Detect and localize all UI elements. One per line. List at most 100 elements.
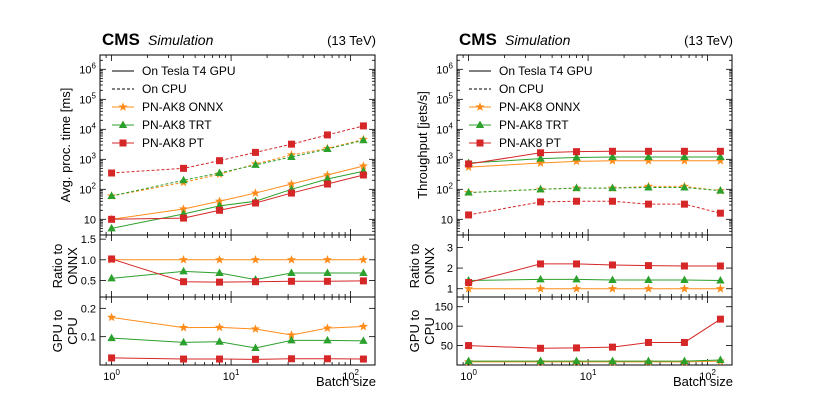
series-pn-ak8-pt <box>465 260 724 287</box>
data-point <box>680 147 688 155</box>
data-point <box>572 183 581 192</box>
y-tick-label: 106 <box>79 61 96 76</box>
data-point <box>107 191 116 199</box>
series-pn-ak8-trt-cpu <box>464 182 725 196</box>
data-point <box>535 158 546 167</box>
data-point <box>573 260 581 268</box>
data-point <box>358 255 368 264</box>
data-point <box>214 196 225 206</box>
data-point <box>179 337 188 346</box>
data-point <box>644 262 652 270</box>
data-point <box>537 260 545 268</box>
left-cms-label: CMS <box>102 30 140 49</box>
data-point <box>644 152 653 160</box>
series-pn-ak8-onnx <box>464 283 725 293</box>
data-point <box>679 283 690 293</box>
y-tick-label: 3 <box>447 242 453 254</box>
y-axis-label: Ratio toONNX <box>407 244 437 289</box>
data-point <box>715 283 725 293</box>
data-point <box>644 182 653 191</box>
data-point <box>178 322 189 332</box>
data-point <box>680 152 689 160</box>
figure-0-panel-0: 10 102 103 104 105 106 Avg. proc. time [ms] On … <box>58 54 376 236</box>
series-pn-ak8-pt <box>108 255 367 286</box>
data-point <box>108 215 116 223</box>
x-tick-label: 101 <box>223 368 240 383</box>
right-xlabel: Batch size <box>673 374 733 389</box>
data-point <box>358 321 368 331</box>
data-point <box>250 255 261 264</box>
data-point <box>359 277 367 285</box>
legend-marker <box>119 139 127 147</box>
data-point <box>216 278 224 286</box>
data-point <box>250 188 261 197</box>
left-energy-label: (13 TeV) <box>327 33 376 48</box>
data-point <box>644 338 652 346</box>
data-point <box>643 283 654 293</box>
data-point <box>359 122 367 130</box>
legend-label: On CPU <box>499 82 544 96</box>
panel-frame <box>99 296 376 366</box>
y-axis-label: GPU toCPU <box>407 310 437 353</box>
data-point <box>644 200 652 208</box>
legend-marker <box>118 102 128 111</box>
data-point <box>287 335 296 344</box>
y-tick-label: 105 <box>79 91 96 106</box>
y-axis-label: Ratio toONNX <box>50 244 80 289</box>
data-point <box>323 335 332 344</box>
x-tick-label: 102 <box>342 368 359 383</box>
y-axis-label: GPU toCPU <box>50 310 80 353</box>
y-tick-label: 105 <box>436 91 453 106</box>
data-point <box>287 268 296 277</box>
data-point <box>287 140 295 148</box>
y-axis-label: Avg. proc. time [ms] <box>58 88 73 203</box>
data-point <box>607 155 618 165</box>
data-point <box>644 147 652 155</box>
data-point <box>359 135 368 144</box>
data-point <box>464 283 474 293</box>
data-point <box>465 211 473 219</box>
data-point <box>108 255 116 263</box>
legend-label: PN-AK8 TRT <box>499 118 569 132</box>
figure-0: 10 102 103 104 105 106 Avg. proc. time [ms] On … <box>50 54 376 383</box>
y-tick-label: 102 <box>436 181 453 196</box>
legend-label: PN-AK8 TRT <box>142 118 212 132</box>
y-tick-label: 0.1 <box>81 332 96 344</box>
data-point <box>178 255 189 264</box>
legend-marker <box>476 139 484 147</box>
data-point <box>251 199 259 207</box>
y-tick-label: 1.0 <box>81 255 96 267</box>
data-point <box>359 171 367 179</box>
data-point <box>180 278 188 286</box>
panel-frame <box>99 234 376 298</box>
figure-1-panel-0: 10 102 103 104 105 106 Throughput [jets/s] On T… <box>415 54 733 236</box>
data-point <box>464 356 473 365</box>
data-point <box>180 355 188 363</box>
data-point <box>286 179 297 188</box>
data-point <box>216 157 224 165</box>
series-pn-ak8-trt-cpu <box>107 135 368 199</box>
data-point <box>179 175 188 184</box>
series-pn-ak8-trt <box>107 333 368 351</box>
series-pn-ak8-pt-cpu <box>108 122 367 177</box>
legend-label: On Tesla T4 GPU <box>142 64 236 78</box>
y-tick-label: 50 <box>441 341 453 353</box>
data-point <box>108 169 116 177</box>
data-point <box>251 343 260 351</box>
data-point <box>323 131 331 139</box>
data-point <box>179 266 188 275</box>
legend-label: PN-AK8 ONNX <box>499 100 580 114</box>
data-point <box>680 182 689 191</box>
y-tick-label: 10 <box>441 214 453 226</box>
data-point <box>608 261 616 269</box>
data-point <box>107 223 116 232</box>
figure-1-panel-1: 1 2 3 Ratio toONNX <box>407 234 733 298</box>
y-tick-label: 150 <box>435 302 453 314</box>
data-point <box>608 147 616 155</box>
data-point <box>573 148 581 156</box>
data-point <box>571 156 582 166</box>
data-point <box>323 277 331 285</box>
